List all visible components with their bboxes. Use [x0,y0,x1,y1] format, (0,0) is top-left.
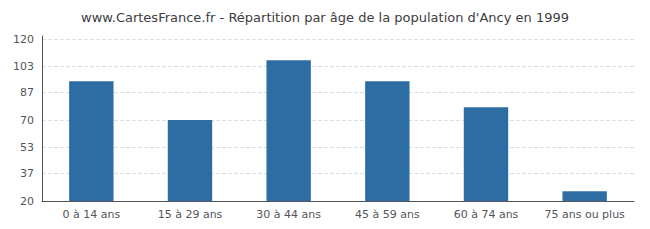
svg-text:www.CartesFrance.fr - Répartit: www.CartesFrance.fr - Répartition par âg… [81,10,569,25]
svg-text:103: 103 [13,60,34,73]
svg-text:20: 20 [20,195,34,208]
svg-text:53: 53 [20,141,34,154]
svg-text:30 à 44 ans: 30 à 44 ans [256,208,321,221]
svg-text:15 à 29 ans: 15 à 29 ans [158,208,223,221]
svg-text:120: 120 [13,33,34,46]
svg-text:70: 70 [20,114,34,127]
svg-text:75 ans ou plus: 75 ans ou plus [544,208,625,221]
svg-text:37: 37 [20,167,34,180]
svg-text:0 à 14 ans: 0 à 14 ans [62,208,120,221]
svg-text:87: 87 [20,86,34,99]
svg-text:60 à 74 ans: 60 à 74 ans [454,208,519,221]
svg-text:45 à 59 ans: 45 à 59 ans [355,208,420,221]
